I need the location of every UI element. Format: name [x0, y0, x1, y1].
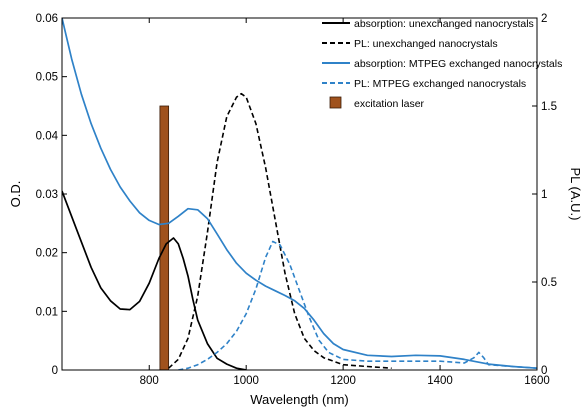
y-right-tick-label-0: 0 — [541, 365, 547, 377]
y-right-tick-label-3: 1.5 — [541, 101, 557, 113]
x-tick-label-1: 1000 — [233, 375, 259, 387]
y-right-tick-label-4: 2 — [541, 13, 547, 25]
x-tick-label-3: 1400 — [427, 375, 453, 387]
y-left-tick-label-3: 0.03 — [36, 189, 58, 201]
axis-ticks: 800 1000 1200 1400 160000.010.020.030.040.05… — [36, 13, 557, 387]
y-left-tick-label-4: 0.04 — [36, 130, 59, 142]
legend: absorption: unexchanged nanocrystals PL: … — [322, 18, 562, 110]
y-left-tick-label-2: 0.02 — [36, 248, 58, 260]
series-line-0 — [62, 190, 247, 370]
excitation-laser-bar — [159, 105, 170, 370]
y-left-tick-label-6: 0.06 — [36, 13, 58, 25]
x-tick-label-2: 1200 — [330, 375, 356, 387]
series-line-1 — [168, 92, 392, 369]
y-axis-left-title: O.D. — [8, 181, 23, 208]
series-line-2 — [62, 18, 537, 370]
legend-label-4: excitation laser — [354, 98, 425, 110]
y-axis-right-title: PL (A.U.) — [568, 168, 582, 221]
y-right-tick-label-1: 0.5 — [541, 277, 557, 289]
y-right-tick-label-2: 1 — [541, 189, 547, 201]
y-left-tick-label-5: 0.05 — [36, 72, 58, 84]
series-line-3 — [178, 240, 537, 370]
x-tick-label-4: 1600 — [524, 375, 550, 387]
x-tick-label-0: 800 — [140, 375, 159, 387]
legend-label-2: absorption: MTPEG exchanged nanocrystals — [354, 58, 562, 70]
plot-area — [62, 18, 537, 370]
legend-label-1: PL: unexchanged nanocrystals — [354, 38, 498, 50]
x-axis-title: Wavelength (nm) — [250, 392, 349, 407]
legend-label-3: PL: MTPEG exchanged nanocrystals — [354, 78, 526, 90]
plot-frame — [61, 17, 538, 371]
legend-swatch-4 — [329, 96, 342, 109]
y-left-tick-label-1: 0.01 — [36, 306, 58, 318]
y-left-tick-label-0: 0 — [52, 365, 58, 377]
legend-label-0: absorption: unexchanged nanocrystals — [354, 18, 534, 30]
